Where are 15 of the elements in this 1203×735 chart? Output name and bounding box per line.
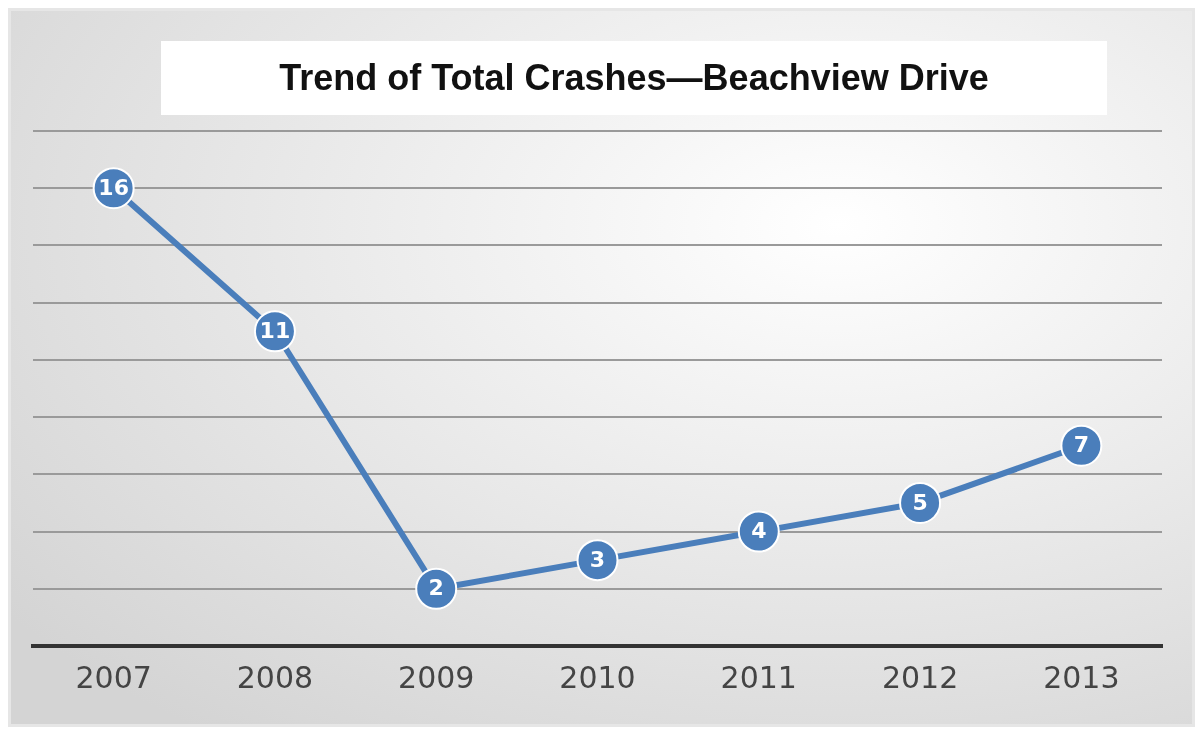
x-tick-label: 2007 (75, 659, 152, 695)
data-label: 4 (751, 518, 767, 544)
x-tick-label: 2009 (398, 659, 475, 695)
data-label: 16 (98, 174, 129, 200)
data-label: 3 (589, 546, 606, 572)
x-tick-label: 2011 (720, 659, 797, 695)
x-tick-label: 2012 (881, 659, 959, 695)
chart-title: Trend of Total Crashes—Beachview Drive (161, 41, 1107, 115)
data-label: 5 (912, 489, 928, 515)
data-label: 11 (259, 318, 291, 343)
x-tick-label: 2008 (236, 659, 314, 695)
data-label: 7 (1073, 432, 1090, 458)
x-tick-label: 2013 (1043, 659, 1120, 695)
x-tick-label: 2010 (559, 659, 636, 695)
data-label: 2 (428, 575, 444, 601)
